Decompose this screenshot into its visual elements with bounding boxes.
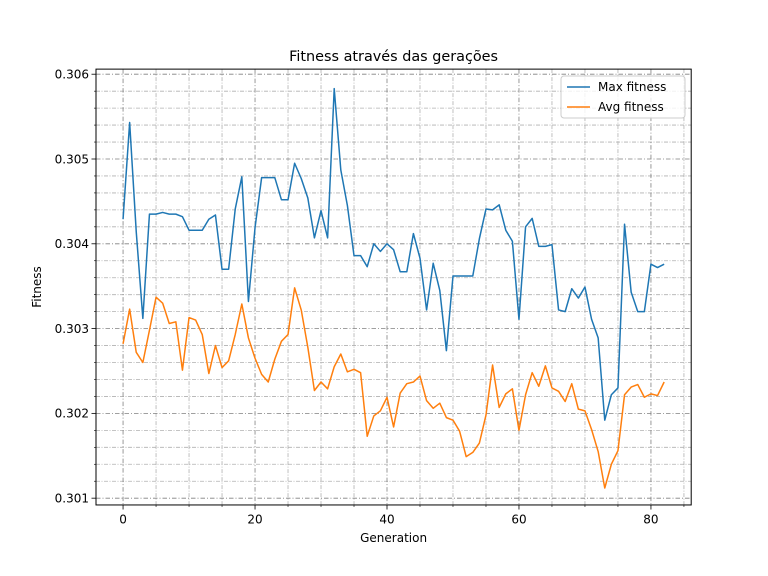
- legend-label-avg-fitness: Avg fitness: [598, 100, 664, 114]
- x-tick-label: 20: [247, 512, 262, 526]
- x-axis-label: Generation: [360, 531, 427, 545]
- legend-label-max-fitness: Max fitness: [598, 80, 666, 94]
- grid: [96, 69, 692, 505]
- avg-fitness-line: [122, 287, 665, 489]
- chart-title: Fitness através das gerações: [289, 49, 498, 65]
- y-axis-label: Fitness: [30, 266, 44, 308]
- series-lines: [122, 87, 665, 489]
- x-tick-label: 0: [119, 512, 127, 526]
- y-tick-label: 0.304: [55, 237, 89, 251]
- legend-box: [560, 75, 686, 119]
- x-axis-ticks: 0 20 40 60 80: [119, 504, 685, 526]
- y-tick-label: 0.305: [55, 152, 89, 166]
- plot-frame: [95, 68, 692, 506]
- y-tick-label: 0.303: [55, 322, 89, 336]
- x-tick-label: 40: [379, 512, 394, 526]
- y-tick-label: 0.306: [55, 68, 89, 82]
- x-tick-label: 60: [511, 512, 526, 526]
- y-tick-label: 0.302: [55, 407, 89, 421]
- y-axis-ticks: 0.301 0.302 0.303 0.304 0.305 0.306: [55, 68, 96, 505]
- legend: Max fitness Avg fitness: [560, 75, 686, 119]
- max-fitness-line: [122, 87, 665, 421]
- y-tick-label: 0.301: [55, 491, 89, 505]
- x-tick-label: 80: [643, 512, 658, 526]
